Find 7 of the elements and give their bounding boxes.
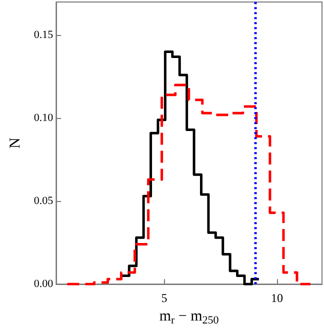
y-axis-title: N — [8, 137, 24, 148]
y-tick-label: 0.05 — [34, 195, 54, 208]
x-tick-label: 10 — [270, 291, 283, 306]
y-tick-label: 0.15 — [34, 29, 54, 42]
x-tick-label: 5 — [161, 291, 168, 306]
y-tick-label: 0.10 — [34, 112, 54, 124]
y-tick-label: 0.00 — [34, 278, 54, 290]
